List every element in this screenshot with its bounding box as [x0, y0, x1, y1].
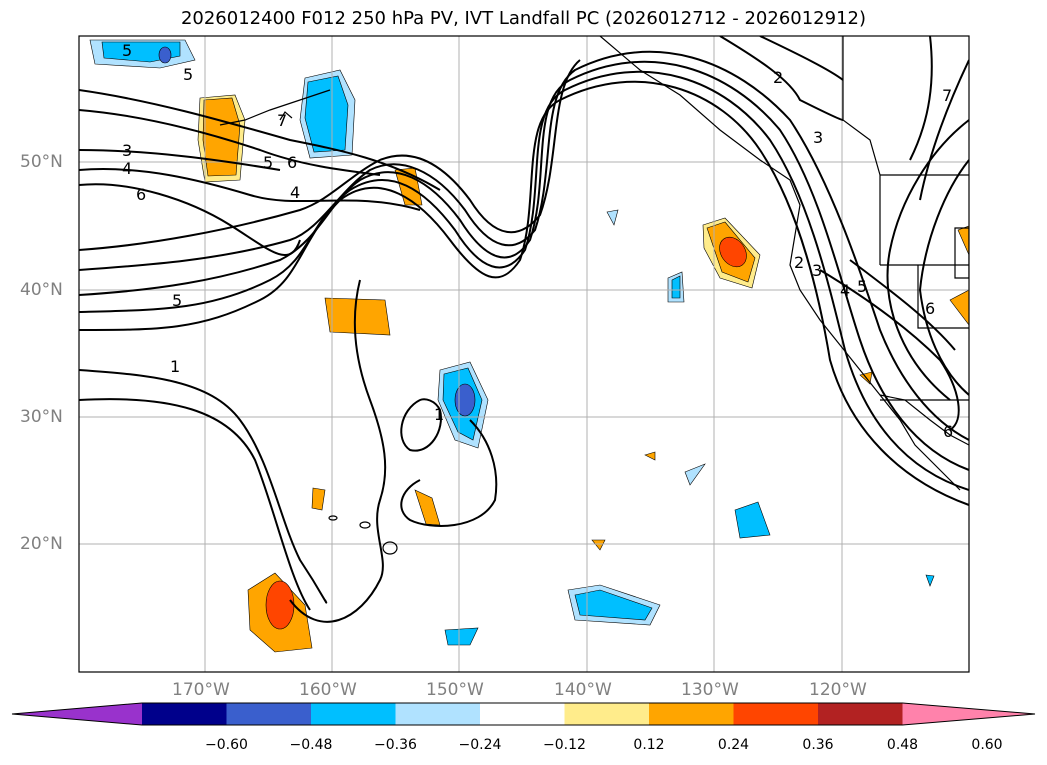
contour-label: 4 — [840, 281, 850, 300]
contour-label: 3 — [813, 128, 823, 147]
colorbar — [11, 702, 1036, 726]
colorbar-segment — [564, 703, 650, 725]
colorbar-segment — [395, 703, 481, 725]
contour-label: 4 — [122, 159, 132, 178]
colorbar-outline — [11, 702, 1036, 726]
colorbar-segment — [733, 703, 819, 725]
lon-label: 130°W — [681, 680, 739, 700]
colorbar-tick-label: 0.60 — [971, 737, 1003, 753]
contour-label: 4 — [290, 183, 300, 202]
map-title: 2026012400 F012 250 hPa PV, IVT Landfall… — [180, 8, 867, 29]
colorbar-tick-label: −0.24 — [458, 737, 502, 753]
colorbar-segment — [818, 703, 903, 725]
lat-label: 50°N — [20, 152, 63, 172]
contour-label: 3 — [122, 141, 132, 160]
contour-label: 6 — [925, 299, 935, 318]
colorbar-segment — [311, 703, 396, 725]
colorbar-tick-label: −0.48 — [289, 737, 333, 753]
contour-label: 2 — [794, 253, 804, 272]
contour-label: 5 — [122, 41, 132, 60]
colorbar-segment — [480, 703, 565, 725]
lat-label: 30°N — [20, 407, 63, 427]
colorbar-extend-low — [12, 703, 142, 725]
map-frame — [78, 35, 970, 673]
colorbar-segment — [226, 703, 312, 725]
pv-shading — [89, 39, 969, 653]
contour-label: 3 — [812, 261, 822, 280]
contour-labels: 5 5 3 4 6 5 6 4 5 1 1 7 2 3 3 2 4 5 6 7 … — [122, 41, 953, 441]
colorbar-tick-label: −0.60 — [205, 737, 248, 753]
contour-label: 7 — [277, 111, 287, 130]
contour-label: 6 — [943, 422, 953, 441]
contour-label: 5 — [183, 65, 193, 84]
contour-label: 6 — [136, 185, 146, 204]
lon-label: 170°W — [172, 680, 230, 700]
colorbar-extend-high — [902, 703, 1035, 725]
contour-label: 2 — [773, 68, 783, 87]
contour-label: 1 — [434, 405, 444, 424]
lon-label: 160°W — [299, 680, 357, 700]
contour-label: 6 — [287, 153, 297, 172]
colorbar-segment — [142, 703, 227, 725]
colorbar-tick-label: −0.12 — [543, 737, 586, 753]
map-gridlines — [79, 36, 969, 672]
colorbar-tick-label: 0.48 — [886, 737, 919, 753]
lat-label: 40°N — [20, 280, 63, 300]
lon-label: 120°W — [809, 680, 867, 700]
colorbar-tick-label: 0.24 — [717, 737, 750, 753]
colorbar-tick-label: −0.36 — [374, 737, 417, 753]
ivt-contours — [79, 36, 969, 623]
lon-label: 140°W — [554, 680, 612, 700]
contour-label: 7 — [942, 86, 952, 105]
colorbar-tick-label: 0.36 — [802, 737, 834, 753]
contour-label: 1 — [170, 357, 180, 376]
contour-label: 5 — [172, 291, 182, 310]
lon-label: 150°W — [426, 680, 484, 700]
contour-label: 5 — [857, 277, 867, 296]
lat-label: 20°N — [20, 534, 63, 554]
contour-label: 5 — [263, 153, 273, 172]
colorbar-tick-label: 0.12 — [633, 737, 665, 753]
coastlines — [219, 36, 969, 555]
colorbar-segment — [649, 703, 734, 725]
